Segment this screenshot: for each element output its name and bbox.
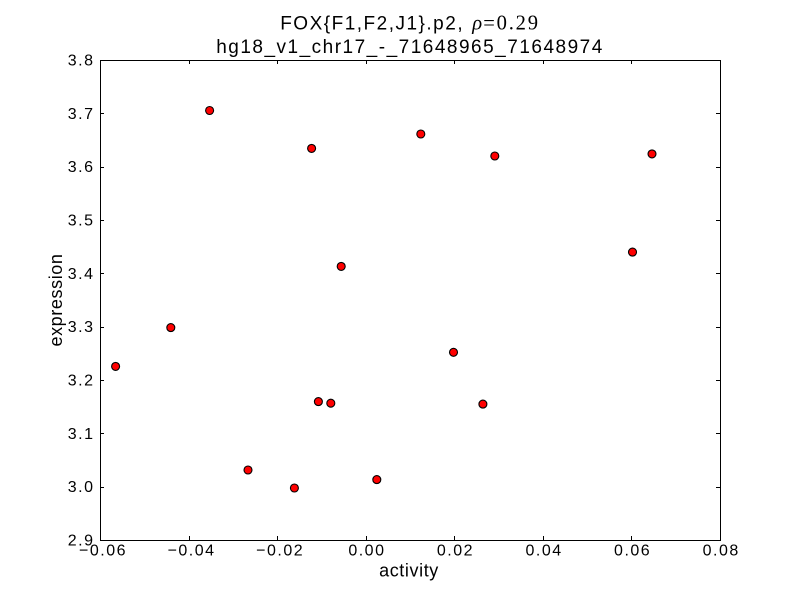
svg-text:expression: expression bbox=[46, 253, 66, 346]
svg-text:3.8: 3.8 bbox=[68, 53, 95, 70]
svg-text:3.3: 3.3 bbox=[68, 319, 95, 336]
svg-text:0.02: 0.02 bbox=[437, 543, 474, 560]
svg-text:3.5: 3.5 bbox=[68, 213, 95, 230]
svg-text:3.4: 3.4 bbox=[68, 266, 95, 283]
svg-text:−0.04: −0.04 bbox=[168, 543, 216, 560]
svg-text:3.6: 3.6 bbox=[68, 159, 95, 176]
svg-text:ρ: ρ bbox=[471, 13, 482, 35]
svg-text:0.06: 0.06 bbox=[614, 543, 651, 560]
svg-text:=: = bbox=[483, 13, 495, 35]
svg-text:3.2: 3.2 bbox=[68, 373, 95, 390]
svg-text:−0.02: −0.02 bbox=[256, 543, 304, 560]
svg-text:3.1: 3.1 bbox=[68, 426, 95, 443]
svg-text:0.04: 0.04 bbox=[525, 543, 562, 560]
svg-text:0.00: 0.00 bbox=[348, 543, 385, 560]
svg-text:hg18_v1_chr17_-_71648965_71648: hg18_v1_chr17_-_71648965_71648974 bbox=[216, 37, 604, 58]
svg-text:3.7: 3.7 bbox=[68, 106, 95, 123]
svg-text:activity: activity bbox=[379, 560, 439, 580]
svg-text:0.29: 0.29 bbox=[497, 13, 540, 35]
svg-text:2.9: 2.9 bbox=[68, 533, 95, 550]
svg-text:FOX{F1,F2,J1}.p2,: FOX{F1,F2,J1}.p2, bbox=[280, 14, 464, 35]
svg-text:3.0: 3.0 bbox=[68, 479, 95, 496]
svg-text:0.08: 0.08 bbox=[703, 543, 740, 560]
svg-text:−0.06: −0.06 bbox=[79, 543, 127, 560]
